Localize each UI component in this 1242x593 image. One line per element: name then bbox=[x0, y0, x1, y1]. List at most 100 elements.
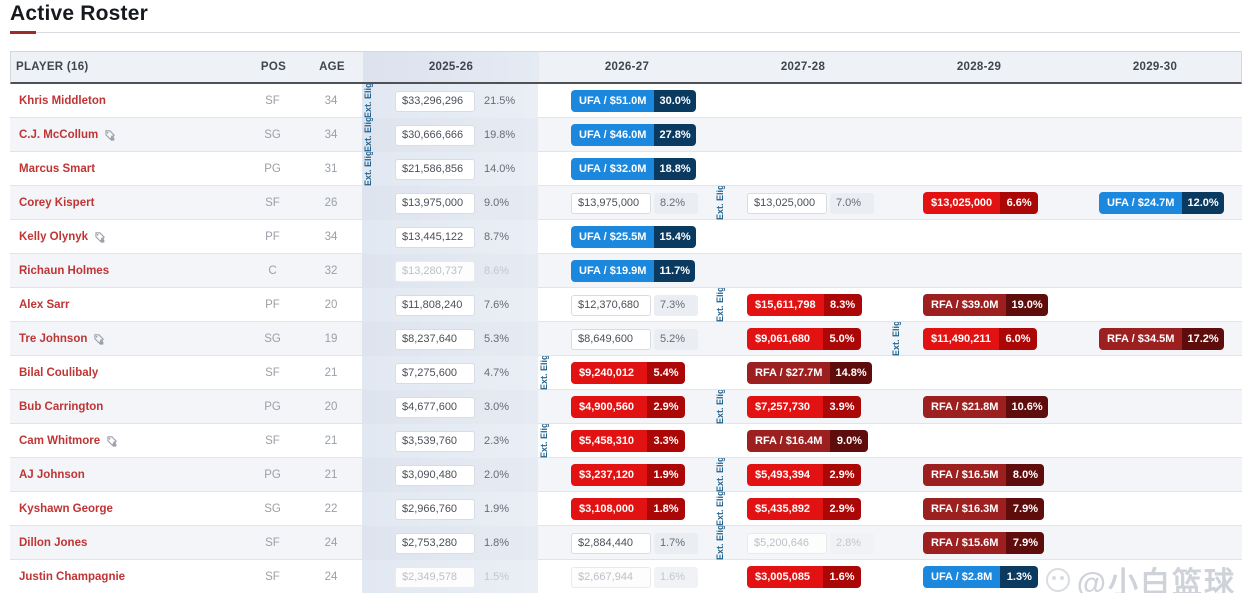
locked-tag-icon bbox=[95, 231, 105, 243]
cap-percent: 5.3% bbox=[484, 333, 510, 345]
player-name-link[interactable]: AJ Johnson bbox=[19, 469, 85, 481]
player-name-link[interactable]: Bilal Coulibaly bbox=[19, 367, 99, 379]
position-cell: SG bbox=[264, 129, 281, 141]
locked-tag-icon bbox=[107, 435, 118, 447]
option-salary-badge: $7,257,730 3.9% bbox=[747, 396, 861, 418]
player-name-link[interactable]: Kyshawn George bbox=[19, 503, 113, 515]
contract-cell-2028-29: Ext. Elig. $11,490,211 6.0% bbox=[890, 322, 1066, 356]
badge-value: $11,490,211 bbox=[923, 328, 999, 350]
contract-cell-2026-27: Ext. Elig. $9,240,012 5.4% bbox=[538, 356, 714, 390]
badge-percent: 6.6% bbox=[1000, 192, 1039, 214]
player-name-link[interactable]: Dillon Jones bbox=[19, 537, 88, 549]
salary-value: $2,966,760 bbox=[395, 498, 475, 520]
salary-value: $8,237,640 bbox=[395, 328, 475, 350]
contract-cell-2027-28: RFA / $16.4M 9.0% bbox=[714, 424, 890, 458]
position-cell: PG bbox=[264, 469, 281, 481]
badge-value: RFA / $16.4M bbox=[747, 430, 831, 452]
header-season-2026-27[interactable]: 2026-27 bbox=[604, 61, 650, 73]
position-cell: SF bbox=[265, 571, 280, 583]
header-season-2028-29[interactable]: 2028-29 bbox=[956, 61, 1002, 73]
badge-percent: 8.0% bbox=[1006, 464, 1045, 486]
option-salary-badge: $3,005,085 1.6% bbox=[747, 566, 861, 588]
badge-percent: 1.9% bbox=[647, 464, 685, 486]
player-name-link[interactable]: Kelly Olynyk bbox=[19, 231, 89, 243]
roster-table-header: PLAYER (16) POS AGE 2025-26 2026-27 2027… bbox=[10, 51, 1242, 84]
position-cell: SG bbox=[264, 503, 281, 515]
badge-percent: 2.9% bbox=[823, 464, 861, 486]
contract-cell-2029-30 bbox=[1066, 424, 1242, 458]
option-salary-badge: $5,435,892 2.9% bbox=[747, 498, 861, 520]
badge-value: $3,005,085 bbox=[747, 566, 823, 588]
contract-cell-2027-28: Ext. Elig. $5,200,646 2.8% bbox=[714, 526, 890, 560]
badge-percent: 10.6% bbox=[1006, 396, 1048, 418]
player-name-link[interactable]: Tre Johnson bbox=[19, 333, 88, 345]
contract-cell-2027-28: $3,005,085 1.6% bbox=[714, 560, 890, 593]
salary-value: $12,370,680 bbox=[571, 294, 651, 316]
badge-value: UFA / $51.0M bbox=[571, 90, 655, 112]
player-name-link[interactable]: Justin Champagnie bbox=[19, 571, 126, 583]
player-name-link[interactable]: Bub Carrington bbox=[19, 401, 104, 413]
contract-cell-2025-26: $7,275,600 4.7% bbox=[362, 356, 538, 390]
age-cell: 26 bbox=[324, 197, 338, 209]
ext-eligible-label: Ext. Elig. bbox=[363, 152, 373, 186]
contract-cell-2025-26: $3,539,760 2.3% bbox=[362, 424, 538, 458]
player-name-link[interactable]: C.J. McCollum bbox=[19, 129, 99, 141]
badge-percent: 12.0% bbox=[1182, 192, 1224, 214]
table-row: Justin Champagnie SF 24 $2,349,578 1.5% $2,66… bbox=[10, 560, 1242, 593]
player-name-link[interactable]: Corey Kispert bbox=[19, 197, 95, 209]
contract-cell-2025-26: $2,753,280 1.8% bbox=[362, 526, 538, 560]
contract-cell-2025-26: Ext. Elig. $30,666,666 19.8% bbox=[362, 118, 538, 152]
contract-cell-2028-29: $13,025,000 6.6% bbox=[890, 186, 1066, 220]
header-season-2029-30[interactable]: 2029-30 bbox=[1132, 61, 1178, 73]
contract-cell-2029-30 bbox=[1066, 152, 1242, 186]
badge-value: RFA / $16.3M bbox=[923, 498, 1007, 520]
contract-cell-2028-29: RFA / $21.8M 10.6% bbox=[890, 390, 1066, 424]
player-name-link[interactable]: Richaun Holmes bbox=[19, 265, 110, 277]
table-row: AJ Johnson PG 21 $3,090,480 2.0% $3,237,120 1.… bbox=[10, 458, 1242, 492]
player-cell: Cam Whitmore bbox=[10, 424, 245, 458]
position-cell: C bbox=[268, 265, 277, 277]
header-season-2025-26[interactable]: 2025-26 bbox=[363, 52, 539, 82]
badge-percent: 5.0% bbox=[823, 328, 861, 350]
option-salary-badge: $3,108,000 1.8% bbox=[571, 498, 685, 520]
table-row: Corey Kispert SF 26 $13,975,000 9.0% $13,975,… bbox=[10, 186, 1242, 220]
badge-percent: 7.9% bbox=[1006, 532, 1045, 554]
badge-value: UFA / $46.0M bbox=[571, 124, 655, 146]
badge-percent: 9.0% bbox=[830, 430, 869, 452]
position-cell: SF bbox=[265, 95, 280, 107]
ext-eligible-label: Ext. Elig. bbox=[715, 526, 725, 560]
contract-cell-2026-27: $12,370,680 7.3% bbox=[538, 288, 714, 322]
player-name-link[interactable]: Cam Whitmore bbox=[19, 435, 101, 447]
table-row: Tre Johnson SG 19 $8,237,640 5.3% $8,649,600 5… bbox=[10, 322, 1242, 356]
player-cell: Dillon Jones bbox=[10, 526, 245, 560]
badge-percent: 5.4% bbox=[647, 362, 685, 384]
header-age[interactable]: AGE bbox=[319, 61, 345, 73]
header-pos[interactable]: POS bbox=[260, 61, 287, 73]
header-season-2027-28[interactable]: 2027-28 bbox=[780, 61, 826, 73]
rfa-badge: RFA / $16.5M 8.0% bbox=[923, 464, 1045, 486]
badge-percent: 2.9% bbox=[647, 396, 685, 418]
table-row: Khris Middleton SF 34 Ext. Elig. $33,296,296… bbox=[10, 84, 1242, 118]
player-name-link[interactable]: Marcus Smart bbox=[19, 163, 96, 175]
player-cell: Khris Middleton bbox=[10, 84, 245, 118]
player-name-link[interactable]: Alex Sarr bbox=[19, 299, 70, 311]
cap-percent: 3.0% bbox=[484, 401, 510, 413]
badge-value: $15,611,798 bbox=[747, 294, 824, 316]
contract-cell-2027-28: Ext. Elig. $13,025,000 7.0% bbox=[714, 186, 890, 220]
header-player[interactable]: PLAYER (16) bbox=[16, 61, 89, 73]
title-divider bbox=[10, 32, 1240, 33]
badge-value: $4,900,560 bbox=[571, 396, 647, 418]
badge-value: UFA / $25.5M bbox=[571, 226, 655, 248]
badge-percent: 8.3% bbox=[823, 294, 862, 316]
salary-value: $3,539,760 bbox=[395, 430, 475, 452]
contract-cell-2026-27: UFA / $19.9M 11.7% bbox=[538, 254, 714, 288]
player-name-link[interactable]: Khris Middleton bbox=[19, 95, 106, 107]
player-cell: Justin Champagnie bbox=[10, 560, 245, 593]
cap-percent: 9.0% bbox=[484, 197, 510, 209]
contract-cell-2028-29: RFA / $39.0M 19.0% bbox=[890, 288, 1066, 322]
position-cell: PF bbox=[265, 299, 280, 311]
position-cell: SF bbox=[265, 435, 280, 447]
contract-cell-2025-26: Ext. Elig. $21,586,856 14.0% bbox=[362, 152, 538, 186]
contract-cell-2025-26: $13,445,122 8.7% bbox=[362, 220, 538, 254]
badge-value: UFA / $2.8M bbox=[923, 566, 1001, 588]
